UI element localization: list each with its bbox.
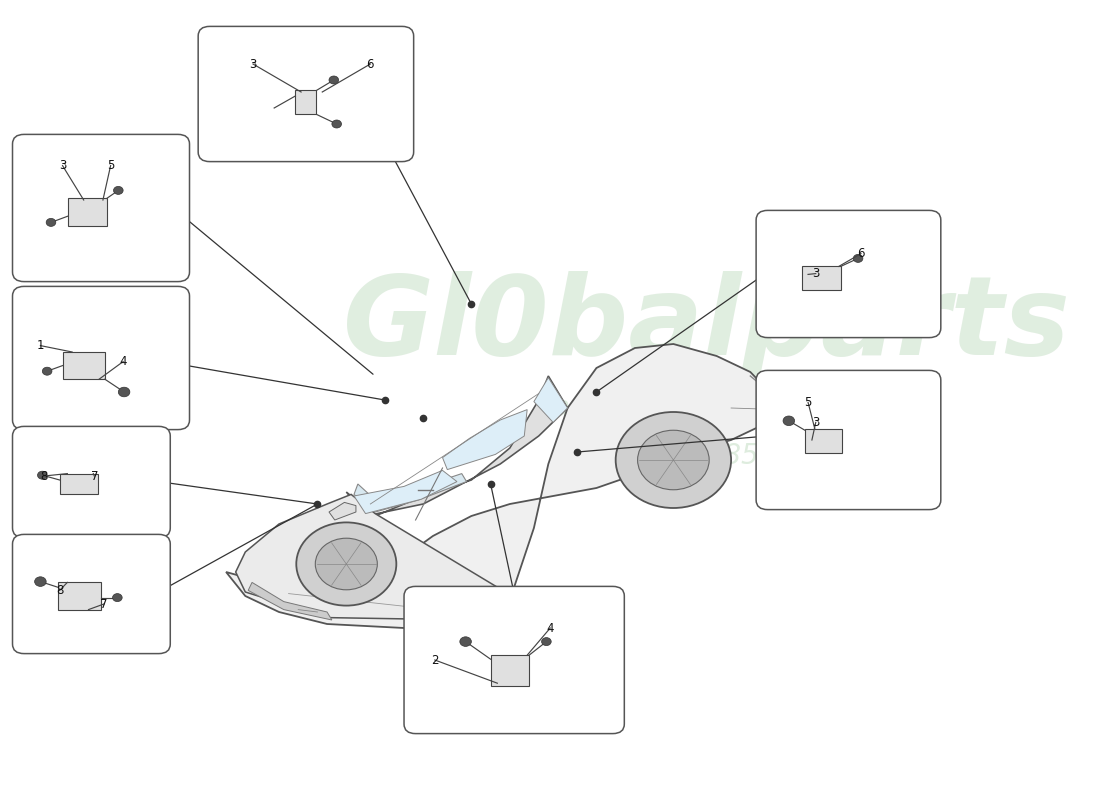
Circle shape (119, 387, 130, 397)
Polygon shape (354, 470, 456, 514)
FancyBboxPatch shape (57, 582, 101, 610)
Text: since 1985: since 1985 (607, 442, 759, 470)
FancyBboxPatch shape (805, 429, 842, 453)
Circle shape (460, 637, 472, 646)
FancyBboxPatch shape (404, 586, 625, 734)
Circle shape (783, 416, 794, 426)
Text: 6: 6 (857, 247, 865, 260)
Text: 7: 7 (100, 598, 108, 610)
Circle shape (37, 471, 47, 479)
FancyBboxPatch shape (756, 370, 940, 510)
FancyBboxPatch shape (491, 655, 529, 686)
Text: 6: 6 (366, 58, 374, 70)
FancyBboxPatch shape (12, 286, 189, 430)
FancyBboxPatch shape (12, 134, 189, 282)
Text: 1: 1 (36, 339, 44, 352)
Text: 5: 5 (804, 396, 812, 409)
Polygon shape (534, 378, 568, 422)
Polygon shape (235, 494, 508, 620)
FancyBboxPatch shape (12, 426, 170, 538)
Polygon shape (354, 474, 466, 512)
Circle shape (316, 538, 377, 590)
Circle shape (332, 120, 341, 128)
Circle shape (616, 412, 732, 508)
Circle shape (638, 430, 710, 490)
Circle shape (46, 218, 56, 226)
Circle shape (112, 594, 122, 602)
FancyBboxPatch shape (756, 210, 940, 338)
Text: 4: 4 (120, 355, 127, 368)
Circle shape (42, 367, 52, 375)
FancyBboxPatch shape (63, 352, 104, 379)
Text: 3: 3 (250, 58, 256, 70)
Polygon shape (442, 410, 527, 470)
Text: 8: 8 (56, 584, 64, 597)
FancyBboxPatch shape (802, 266, 840, 290)
FancyBboxPatch shape (59, 474, 98, 494)
Circle shape (541, 638, 551, 646)
Polygon shape (249, 582, 332, 620)
Text: 3: 3 (812, 267, 820, 280)
Text: 4: 4 (547, 622, 554, 634)
Text: 7: 7 (90, 470, 98, 482)
Text: 2: 2 (431, 654, 439, 666)
FancyBboxPatch shape (12, 534, 170, 654)
Text: 3: 3 (812, 416, 820, 429)
FancyBboxPatch shape (295, 90, 317, 114)
Text: 5: 5 (107, 159, 114, 172)
Circle shape (329, 76, 339, 84)
Text: 3: 3 (58, 159, 66, 172)
Text: Gl0balparts: Gl0balparts (343, 270, 1071, 378)
Text: a passion for parts: a passion for parts (553, 394, 813, 422)
Polygon shape (227, 344, 779, 628)
FancyBboxPatch shape (68, 198, 107, 226)
Text: 8: 8 (41, 470, 48, 482)
Circle shape (113, 186, 123, 194)
Circle shape (296, 522, 396, 606)
Circle shape (34, 577, 46, 586)
FancyBboxPatch shape (198, 26, 414, 162)
Polygon shape (329, 502, 356, 520)
Circle shape (854, 254, 862, 262)
Polygon shape (346, 376, 568, 516)
